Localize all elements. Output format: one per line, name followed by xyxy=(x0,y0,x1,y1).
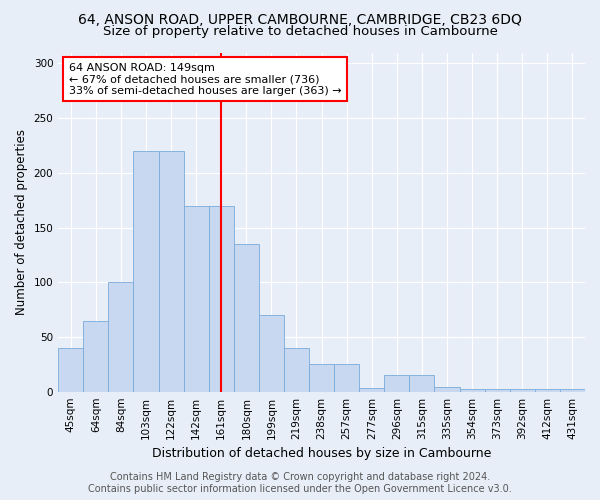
Y-axis label: Number of detached properties: Number of detached properties xyxy=(15,129,28,315)
Bar xyxy=(460,390,485,392)
Bar xyxy=(485,390,510,392)
Bar xyxy=(259,315,284,392)
Bar xyxy=(209,206,234,392)
Bar xyxy=(58,348,83,392)
Bar xyxy=(560,390,585,392)
Bar xyxy=(359,388,385,392)
Text: 64, ANSON ROAD, UPPER CAMBOURNE, CAMBRIDGE, CB23 6DQ: 64, ANSON ROAD, UPPER CAMBOURNE, CAMBRID… xyxy=(78,12,522,26)
X-axis label: Distribution of detached houses by size in Cambourne: Distribution of detached houses by size … xyxy=(152,447,491,460)
Text: Size of property relative to detached houses in Cambourne: Size of property relative to detached ho… xyxy=(103,25,497,38)
Bar xyxy=(385,376,409,392)
Bar xyxy=(334,364,359,392)
Bar xyxy=(109,282,133,392)
Bar xyxy=(158,151,184,392)
Bar xyxy=(434,388,460,392)
Bar xyxy=(284,348,309,392)
Bar xyxy=(510,390,535,392)
Bar xyxy=(234,244,259,392)
Text: 64 ANSON ROAD: 149sqm
← 67% of detached houses are smaller (736)
33% of semi-det: 64 ANSON ROAD: 149sqm ← 67% of detached … xyxy=(69,62,341,96)
Text: Contains HM Land Registry data © Crown copyright and database right 2024.
Contai: Contains HM Land Registry data © Crown c… xyxy=(88,472,512,494)
Bar xyxy=(309,364,334,392)
Bar xyxy=(83,320,109,392)
Bar xyxy=(535,390,560,392)
Bar xyxy=(184,206,209,392)
Bar xyxy=(409,376,434,392)
Bar xyxy=(133,151,158,392)
